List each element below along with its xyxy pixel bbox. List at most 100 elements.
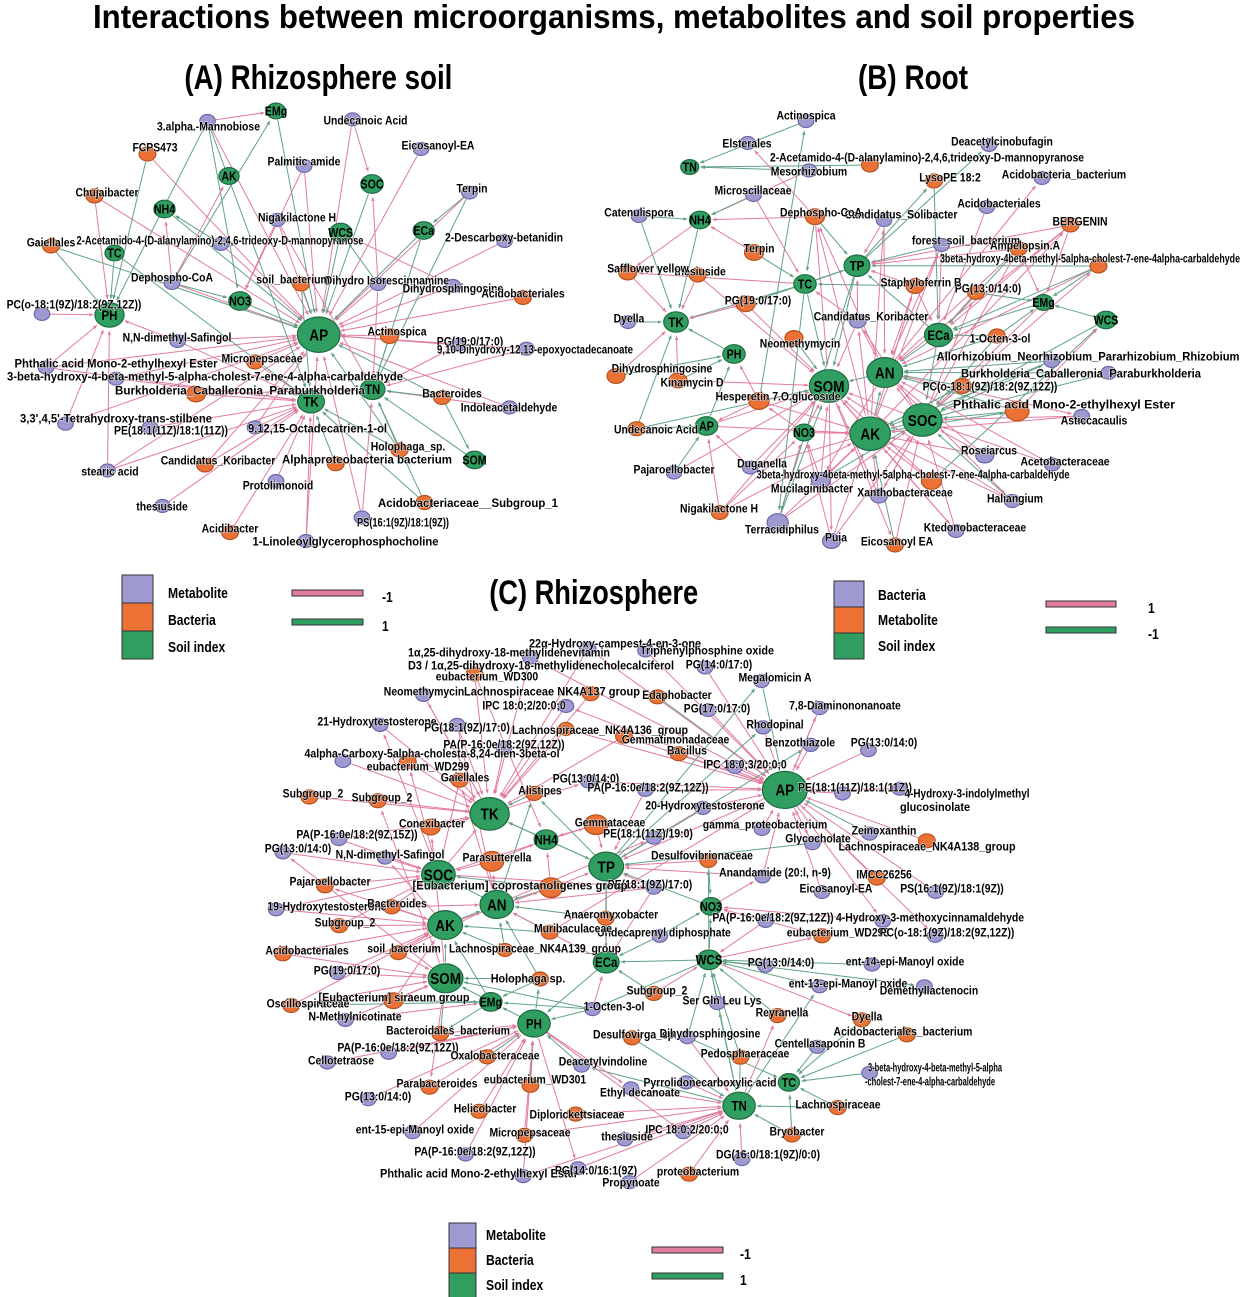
svg-text:Triphenylphosphine oxide: Triphenylphosphine oxide: [640, 643, 774, 657]
svg-text:-1: -1: [740, 1247, 751, 1263]
svg-text:IPC 18:0;3/20:0;0: IPC 18:0;3/20:0;0: [703, 757, 786, 771]
svg-text:Catenulispora: Catenulispora: [604, 205, 674, 219]
svg-text:[Eubacterium] siraeum group: [Eubacterium] siraeum group: [319, 990, 470, 1004]
svg-text:PG(13:0/14:0): PG(13:0/14:0): [265, 841, 332, 855]
svg-text:PG(13:0/14:0): PG(13:0/14:0): [955, 281, 1022, 295]
svg-text:TN: TN: [365, 382, 380, 397]
svg-text:Benzothiazole: Benzothiazole: [765, 735, 835, 749]
svg-text:SOC: SOC: [361, 178, 384, 192]
svg-text:Eicosanoyl-EA: Eicosanoyl-EA: [402, 138, 475, 152]
svg-text:PA(P-16:0e/18:2(9Z,12Z)): PA(P-16:0e/18:2(9Z,12Z)): [712, 910, 833, 924]
svg-text:Candidatus_Koribacter: Candidatus_Koribacter: [814, 309, 929, 323]
svg-text:Gaiellales: Gaiellales: [27, 235, 76, 249]
svg-text:PA(P-16:0e/18:2(9Z,12Z)): PA(P-16:0e/18:2(9Z,12Z)): [337, 1040, 458, 1054]
svg-text:PA(P-16:0e/18:2(9Z,15Z)): PA(P-16:0e/18:2(9Z,15Z)): [296, 827, 417, 841]
svg-text:Bacteroidales_bacterium: Bacteroidales_bacterium: [386, 1023, 510, 1037]
svg-text:(B) Root: (B) Root: [858, 59, 968, 97]
svg-text:Bacteria: Bacteria: [486, 1253, 535, 1269]
svg-text:Zeinoxanthin: Zeinoxanthin: [852, 823, 917, 837]
svg-text:-1: -1: [382, 590, 393, 606]
svg-text:Lachnospiraceae: Lachnospiraceae: [795, 1097, 880, 1111]
svg-text:PA(P-16:0e/18:2(9Z,12Z)): PA(P-16:0e/18:2(9Z,12Z)): [443, 737, 564, 751]
svg-text:Reyranella: Reyranella: [756, 1005, 809, 1019]
svg-text:Hesperetin 7.O.glucoside: Hesperetin 7.O.glucoside: [716, 389, 841, 403]
svg-text:ent-14-epi-Manoyl oxide: ent-14-epi-Manoyl oxide: [846, 954, 965, 968]
svg-text:Lachnospiraceae_NK4A136_group: Lachnospiraceae_NK4A136_group: [512, 723, 688, 737]
svg-text:1: 1: [740, 1273, 747, 1289]
svg-text:Kinamycin D: Kinamycin D: [660, 375, 723, 389]
svg-text:1: 1: [382, 619, 389, 635]
svg-text:Subgroup_2: Subgroup_2: [627, 983, 688, 997]
svg-text:Gemmataceae: Gemmataceae: [575, 815, 646, 829]
svg-text:Bacteria: Bacteria: [878, 588, 927, 604]
svg-text:Oscillospiraceae: Oscillospiraceae: [267, 996, 350, 1010]
svg-text:Deacetylvindoline: Deacetylvindoline: [559, 1054, 648, 1068]
svg-text:Undecanoic Acid: Undecanoic Acid: [323, 113, 407, 127]
svg-text:1α,25-dihydroxy-18-methylidene: 1α,25-dihydroxy-18-methylidenevitamin: [408, 645, 610, 659]
svg-text:forest_soil_bacterium: forest_soil_bacterium: [912, 233, 1020, 247]
svg-text:Ethyl decanoate: Ethyl decanoate: [600, 1085, 680, 1099]
svg-text:TK: TK: [303, 395, 319, 410]
svg-text:Parabacteroides: Parabacteroides: [397, 1076, 478, 1090]
svg-text:thesiuside: thesiuside: [674, 264, 726, 278]
svg-text:D3 / 1α,25-dihydroxy-18-methyl: D3 / 1α,25-dihydroxy-18-methylidenechole…: [408, 659, 674, 673]
svg-text:gamma_proteobacterium: gamma_proteobacterium: [703, 817, 827, 831]
svg-text:PG(17:0/17:0): PG(17:0/17:0): [684, 701, 751, 715]
svg-text:TN: TN: [683, 161, 697, 175]
svg-text:Puia: Puia: [825, 530, 847, 544]
svg-text:PG(19:0/17:0): PG(19:0/17:0): [314, 963, 381, 977]
svg-text:Nigakilactone H: Nigakilactone H: [258, 210, 336, 224]
svg-text:PE(18:1(9Z)/17:0): PE(18:1(9Z)/17:0): [608, 877, 693, 891]
svg-text:Microscillaceae: Microscillaceae: [715, 183, 792, 197]
svg-text:AN: AN: [487, 897, 507, 914]
svg-text:Actinospica: Actinospica: [368, 324, 427, 338]
svg-text:TN: TN: [731, 1099, 746, 1114]
svg-text:eubacterium_WD298: eubacterium_WD298: [787, 925, 890, 939]
svg-text:4-Hydroxy-3-methoxycinnamaldeh: 4-Hydroxy-3-methoxycinnamaldehyde: [836, 910, 1024, 924]
svg-text:Neomethymycin: Neomethymycin: [384, 684, 464, 698]
svg-text:Acidobacteriaceae__Subgroup_1: Acidobacteriaceae__Subgroup_1: [378, 496, 558, 510]
svg-text:eubacterium_WD299: eubacterium_WD299: [367, 759, 470, 773]
svg-text:PE(18:1(11Z)/19:0): PE(18:1(11Z)/19:0): [603, 826, 693, 840]
svg-text:-1: -1: [1148, 627, 1159, 643]
svg-text:Dihydrosphingosine: Dihydrosphingosine: [612, 361, 713, 375]
svg-text:Bacteria: Bacteria: [168, 613, 217, 629]
svg-text:IPC 18:0;2/20:0;0: IPC 18:0;2/20:0;0: [482, 698, 565, 712]
svg-text:Acidobacteriales: Acidobacteriales: [957, 196, 1040, 210]
svg-text:PA(P-16:0e/18:2(9Z,12Z)): PA(P-16:0e/18:2(9Z,12Z)): [587, 780, 708, 794]
svg-text:ECa: ECa: [413, 224, 435, 238]
svg-text:9,12,15-Octadecatrien-1-ol: 9,12,15-Octadecatrien-1-ol: [248, 421, 387, 435]
svg-text:Metabolite: Metabolite: [486, 1228, 546, 1244]
svg-text:Pajaroellobacter: Pajaroellobacter: [290, 874, 371, 888]
svg-text:Anandamide (20:l, n-9): Anandamide (20:l, n-9): [719, 865, 831, 879]
svg-text:AP: AP: [775, 783, 794, 800]
svg-text:AP: AP: [699, 420, 714, 434]
svg-text:PH: PH: [102, 308, 118, 323]
svg-text:SOM: SOM: [430, 971, 461, 988]
svg-text:NH4: NH4: [689, 214, 710, 228]
svg-text:PS(16:1(9Z)/18:1(9Z)): PS(16:1(9Z)/18:1(9Z)): [900, 881, 1004, 895]
svg-text:Protolimonoid: Protolimonoid: [243, 478, 314, 492]
svg-text:eubacterium_WD300: eubacterium_WD300: [436, 669, 539, 683]
svg-text:Megalomicin A: Megalomicin A: [738, 670, 811, 684]
svg-text:SOM: SOM: [462, 454, 486, 468]
svg-text:1-Octen-3-ol: 1-Octen-3-ol: [970, 331, 1031, 345]
svg-text:NH4: NH4: [154, 203, 175, 217]
svg-text:7,8-Diaminononanoate: 7,8-Diaminononanoate: [789, 698, 901, 712]
svg-text:TC: TC: [782, 1076, 796, 1090]
svg-text:PG(13:0/14:0): PG(13:0/14:0): [345, 1089, 412, 1103]
svg-text:Duganella: Duganella: [737, 456, 787, 470]
svg-text:3-beta-hydroxy-4-beta-methyl-5: 3-beta-hydroxy-4-beta-methyl-5-alpha-cho…: [7, 369, 403, 383]
svg-text:TC: TC: [798, 278, 812, 292]
svg-text:PC(o-18:1(9Z)/18:2(9Z,12Z)): PC(o-18:1(9Z)/18:2(9Z,12Z)): [880, 925, 1015, 939]
svg-text:PH: PH: [727, 348, 742, 362]
svg-text:Lachnospiraceae NK4A137 group: Lachnospiraceae NK4A137 group: [464, 684, 640, 698]
svg-text:WCS: WCS: [696, 953, 723, 968]
svg-text:N-Methylnicotinate: N-Methylnicotinate: [308, 1009, 401, 1023]
svg-text:Eicosanoyl EA: Eicosanoyl EA: [861, 534, 933, 548]
svg-text:Mucilaginibacter: Mucilaginibacter: [771, 481, 853, 495]
svg-text:Eicosanoyl-EA: Eicosanoyl-EA: [800, 881, 873, 895]
svg-text:Candidatus_Solibacter: Candidatus_Solibacter: [845, 207, 958, 221]
svg-text:AN: AN: [875, 365, 895, 382]
svg-text:Ampelopsin.A: Ampelopsin.A: [990, 238, 1060, 252]
